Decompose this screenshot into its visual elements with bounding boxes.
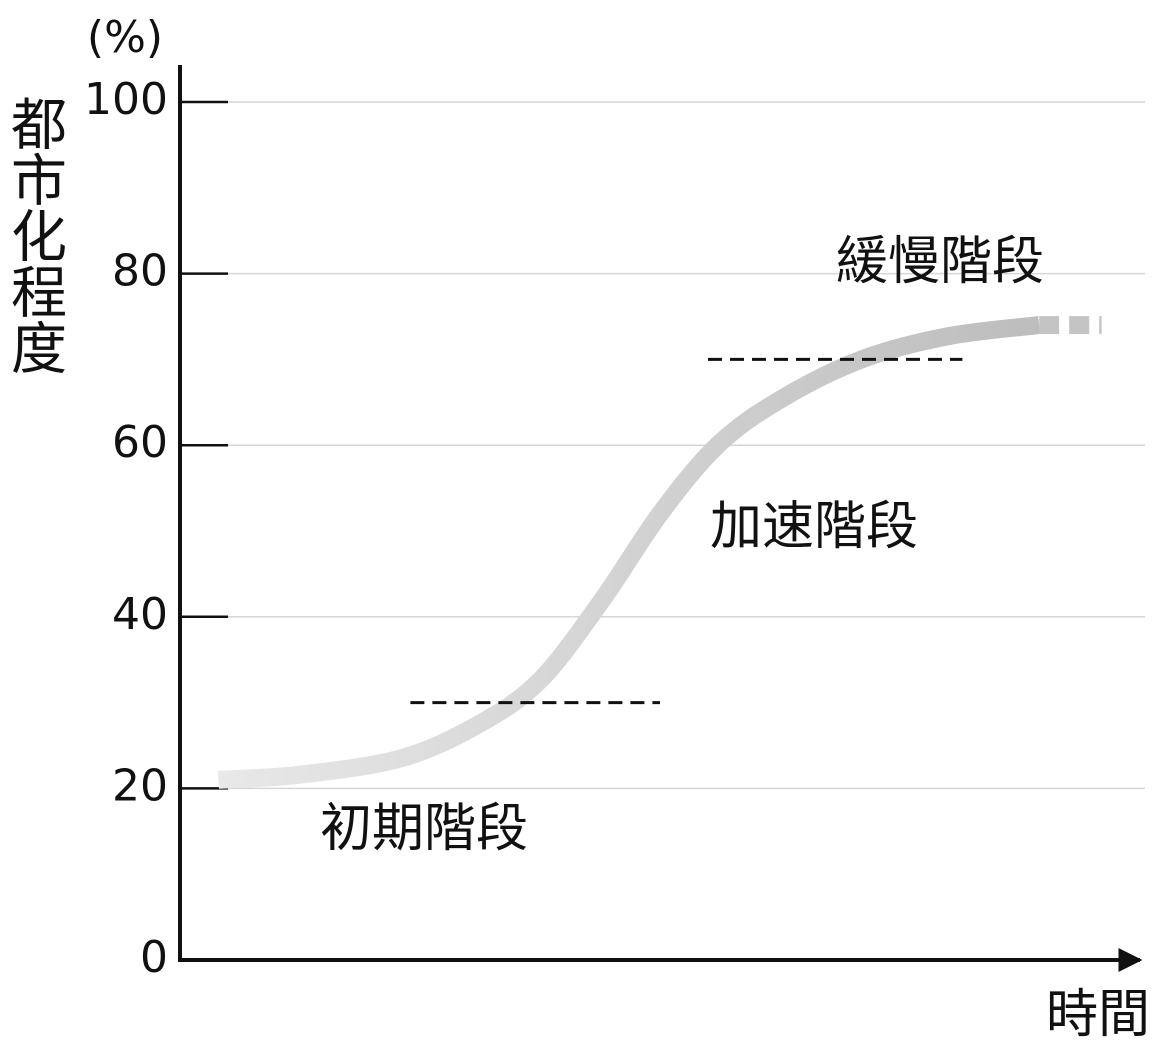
stage-label: 初期階段 <box>320 799 528 859</box>
x-axis-label: 時間 <box>1046 985 1150 1045</box>
y-unit: (%) <box>87 12 163 63</box>
y-tick-label: 80 <box>112 246 168 297</box>
stage-label: 加速階段 <box>710 497 918 557</box>
y-tick-label: 100 <box>84 74 168 125</box>
stage-label: 緩慢階段 <box>836 232 1044 292</box>
y-tick-label: 60 <box>112 417 168 468</box>
y-tick-label: 0 <box>140 932 168 983</box>
y-tick-label: 20 <box>112 760 168 811</box>
y-axis-label: 都市化程度 <box>2 95 67 375</box>
y-tick-label: 40 <box>112 589 168 640</box>
grid <box>228 101 1145 790</box>
curve <box>217 316 1041 789</box>
